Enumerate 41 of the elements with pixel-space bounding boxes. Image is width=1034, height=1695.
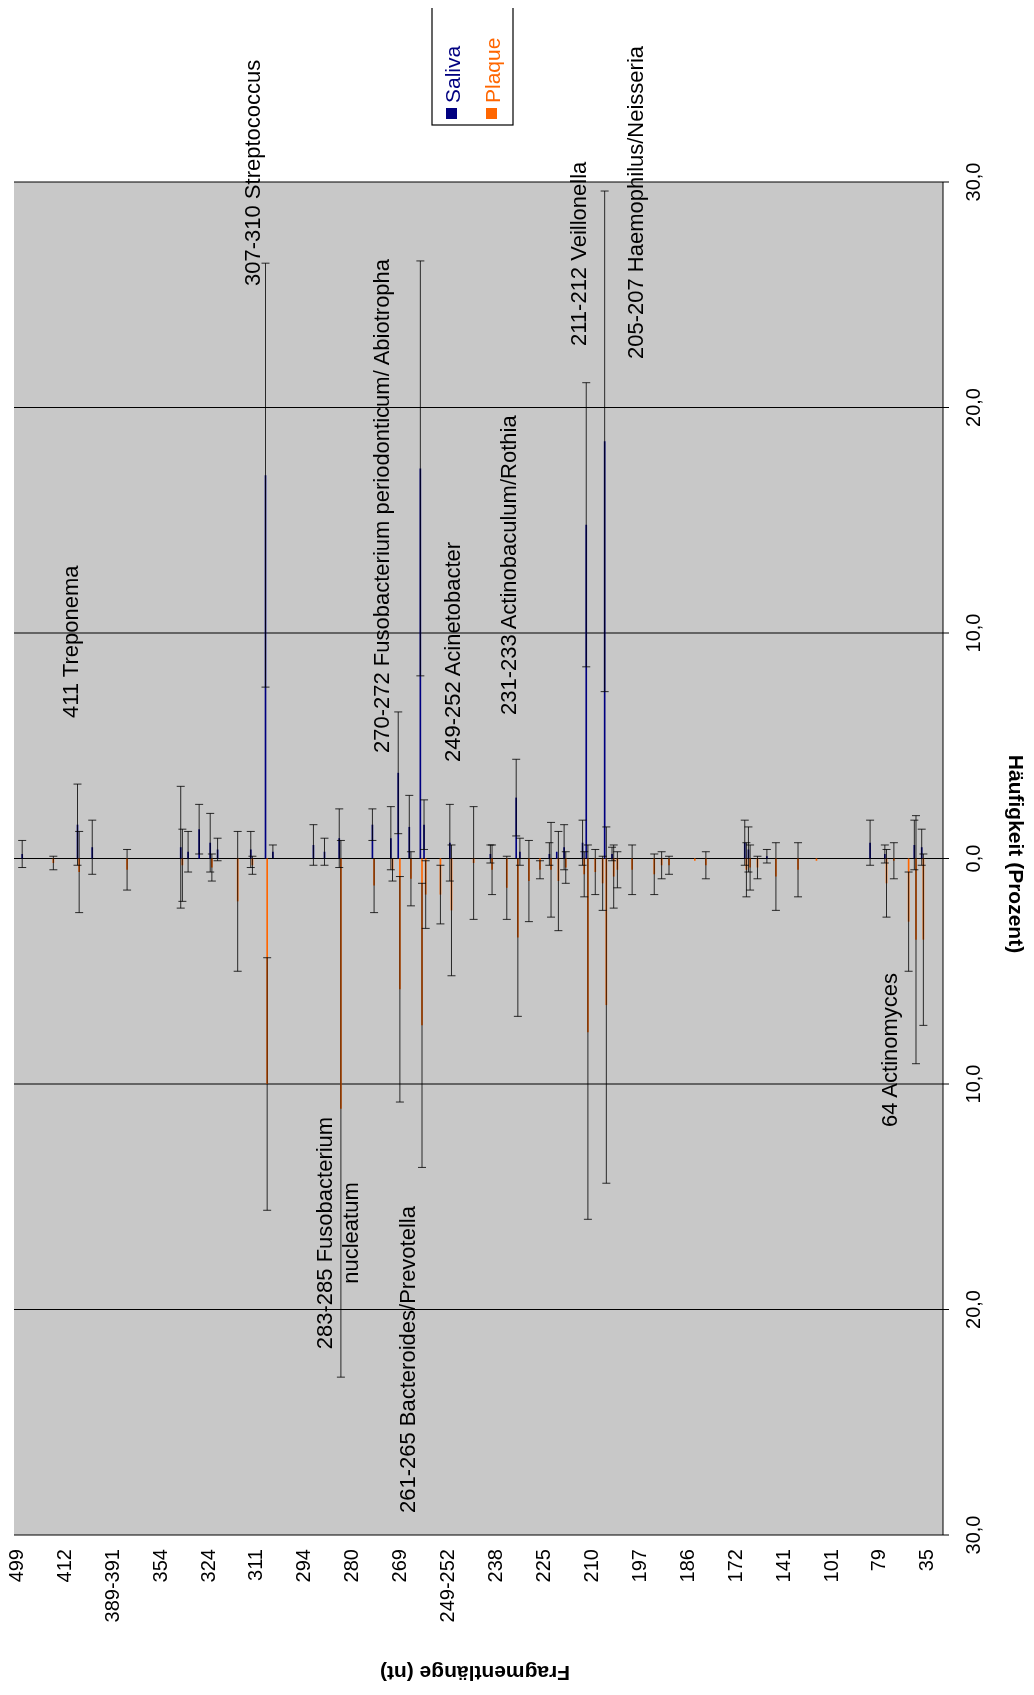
x-tick-label: 324	[196, 1549, 219, 1583]
y-tick-label: 0,0	[962, 844, 984, 873]
x-tick-label: 197	[627, 1549, 650, 1583]
annotation: 307-310 Streptococcus	[239, 59, 265, 286]
text: Plaque	[480, 37, 504, 103]
y-tick-label: 20,0	[962, 1290, 984, 1329]
y-tick-label: 10,0	[962, 1064, 984, 1104]
x-tick-label: 225	[532, 1549, 555, 1583]
x-tick-label: 101	[819, 1549, 842, 1583]
annotation: 211-212 Veillonella	[565, 160, 591, 346]
annotation: 270-272 Fusobacterium periodonticum/ Abiotropha	[368, 258, 394, 753]
x-tick-label: 238	[484, 1549, 507, 1583]
x-tick-label: 294	[292, 1549, 315, 1583]
annotation: 283-285 Fusobacterium nucleatum	[311, 1116, 363, 1350]
x-tick-label: 269	[388, 1549, 411, 1583]
annotation: 249-252 Acinetobacter	[439, 541, 465, 762]
x-tick-label: 172	[723, 1549, 746, 1583]
y-tick-label: 20,0	[962, 388, 984, 427]
x-tick-label: 186	[675, 1549, 698, 1583]
y-tick-label: 30,0	[962, 162, 984, 202]
x-tick-label: 210	[579, 1549, 602, 1583]
y-axis-title: Häufigkeit (Prozent)	[1004, 754, 1028, 954]
x-tick-label: 280	[340, 1549, 363, 1583]
x-tick-label: 354	[148, 1549, 171, 1583]
x-tick-label: 389-391	[100, 1549, 123, 1623]
x-tick-label: 412	[52, 1549, 75, 1583]
annotation: 205-207 Haemophilus/Neisseria	[622, 45, 648, 359]
annotation: 64 Actinomyces	[876, 972, 902, 1127]
x-tick-label: 35	[915, 1549, 938, 1572]
x-axis-title: Fragmentlänge (nt)	[379, 1661, 571, 1685]
y-tick-label: 30,0	[962, 1515, 984, 1555]
annotation: 231-233 Actinobaculum/Rothia	[495, 414, 521, 715]
x-tick-label: 79	[867, 1549, 890, 1572]
text: Saliva	[440, 45, 464, 103]
x-tick-label: 249-252	[436, 1549, 459, 1623]
x-tick-label: 311	[244, 1549, 267, 1581]
y-tick-label: 10,0	[962, 613, 984, 653]
annotation: 411 Treponema	[57, 564, 83, 718]
annotation: 261-265 Bacteroides/Prevotella	[394, 1205, 420, 1513]
x-tick-label: 141	[771, 1549, 794, 1583]
x-tick-label: 499	[4, 1549, 27, 1583]
